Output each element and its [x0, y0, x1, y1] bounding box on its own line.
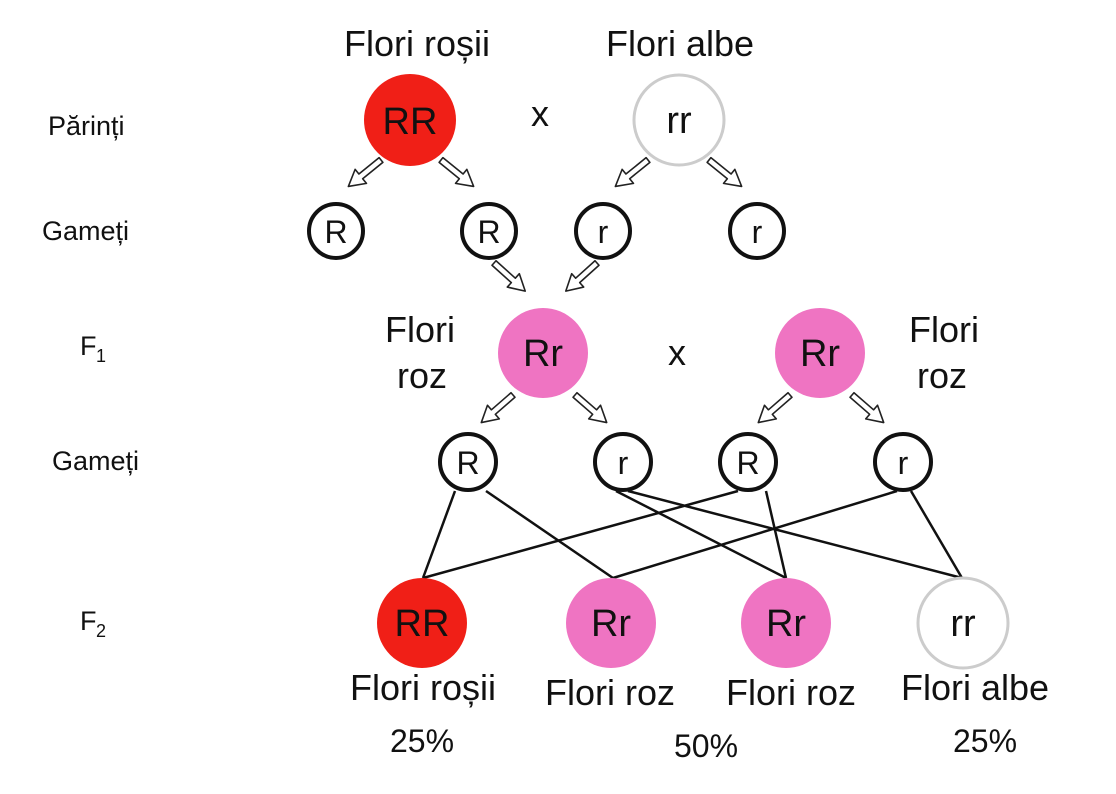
parent-right-genotype: rr: [666, 100, 692, 142]
f2-node-2: Rr: [566, 578, 656, 668]
gamete-allele: r: [898, 445, 909, 481]
row-label-parents: Părinți: [48, 111, 125, 141]
gamete-allele: R: [736, 445, 759, 481]
f1-right-genotype: Rr: [800, 333, 840, 375]
arrow-icon: [347, 156, 384, 188]
percentage-red: 25%: [390, 723, 454, 759]
parent-left-node: RR: [364, 74, 456, 166]
combination-line: [421, 490, 457, 579]
pink-flower-circle: [741, 578, 831, 668]
row-label-f2-subscript: 2: [96, 621, 106, 641]
row-label-f1: F 1: [80, 331, 106, 366]
arrow-icon: [572, 391, 608, 424]
gamete-circle: [438, 432, 498, 492]
combination-line: [909, 490, 964, 579]
arrows-f1-to-gametes: [480, 391, 885, 424]
f2-genotype: Rr: [591, 603, 631, 645]
combination-line: [764, 490, 788, 579]
combination-line: [615, 489, 787, 580]
arrow-icon: [706, 156, 743, 188]
arrow-icon: [491, 259, 527, 292]
gamete-circle: [307, 202, 365, 260]
gamete-1-1: R: [307, 202, 365, 260]
gamete-combination-lines: [421, 489, 964, 580]
percentage-pink: 50%: [674, 728, 738, 764]
gamete-circle: [593, 432, 653, 492]
arrow-icon: [480, 391, 516, 424]
gamete-1-4: r: [728, 202, 786, 260]
gamete-allele: r: [598, 214, 609, 250]
row-label-gametes-2: Gameți: [52, 446, 139, 476]
gamete-circle: [873, 432, 933, 492]
white-flower-circle: [916, 576, 1010, 670]
combination-line: [627, 489, 963, 580]
row-label-f1-subscript: 1: [96, 346, 106, 366]
combination-line: [612, 489, 898, 580]
gamete-allele: R: [456, 445, 479, 481]
f2-node-4: rr: [916, 576, 1010, 670]
row-label-f2: F 2: [80, 606, 106, 641]
f1-left-genotype: Rr: [523, 333, 563, 375]
gamete-2-3: R: [718, 432, 778, 492]
pink-flower-circle: [498, 308, 588, 398]
combination-line: [485, 489, 614, 580]
arrow-icon: [438, 156, 475, 188]
parent-left-genotype: RR: [383, 101, 438, 143]
pink-flower-circle: [566, 578, 656, 668]
f2-label: Flori roșii: [350, 667, 496, 708]
gamete-1-3: r: [574, 202, 632, 260]
f1-right-node: Rr: [775, 308, 865, 398]
f1-right-label-line1: Flori: [909, 309, 979, 350]
parent-right-node: rr: [632, 73, 726, 167]
gamete-allele: R: [477, 214, 500, 250]
f2-label: Flori roz: [726, 672, 856, 713]
f1-right-label-line2: roz: [917, 355, 967, 396]
gamete-2-4: r: [873, 432, 933, 492]
f2-genotype: Rr: [766, 603, 806, 645]
parent-left-label: Flori roșii: [344, 23, 490, 64]
red-flower-circle: [364, 74, 456, 166]
arrows-parents-to-gametes: [347, 156, 743, 188]
white-flower-circle: [632, 73, 726, 167]
gamete-2-1: R: [438, 432, 498, 492]
arrows-gametes-to-f1: [491, 259, 600, 292]
f1-left-label-line1: Flori: [385, 309, 455, 350]
percentage-white: 25%: [953, 723, 1017, 759]
f2-label: Flori albe: [901, 667, 1049, 708]
f2-node-3: Rr: [741, 578, 831, 668]
f1-left-label-line2: roz: [397, 355, 447, 396]
f2-node-1: RR: [377, 578, 467, 668]
f1-left-node: Rr: [498, 308, 588, 398]
gamete-allele: R: [324, 214, 347, 250]
row-label-f2-letter: F: [80, 606, 97, 636]
cross-symbol-parents: x: [531, 93, 549, 134]
cross-symbol-f1: x: [668, 332, 686, 373]
combination-line: [422, 489, 739, 580]
pink-flower-circle: [775, 308, 865, 398]
gamete-circle: [718, 432, 778, 492]
gamete-1-2: R: [460, 202, 518, 260]
f2-genotype: RR: [395, 603, 450, 645]
arrow-icon: [757, 391, 793, 424]
arrow-icon: [564, 259, 600, 292]
gamete-circle: [460, 202, 518, 260]
arrow-icon: [614, 156, 651, 188]
gamete-2-2: r: [593, 432, 653, 492]
red-flower-circle: [377, 578, 467, 668]
f2-label: Flori roz: [545, 672, 675, 713]
row-label-gametes-1: Gameți: [42, 216, 129, 246]
gamete-circle: [574, 202, 632, 260]
f2-genotype: rr: [950, 603, 976, 645]
arrow-icon: [849, 391, 885, 424]
gamete-allele: r: [618, 445, 629, 481]
gamete-circle: [728, 202, 786, 260]
parent-right-label: Flori albe: [606, 23, 754, 64]
row-label-f1-letter: F: [80, 331, 97, 361]
gamete-allele: r: [752, 214, 763, 250]
